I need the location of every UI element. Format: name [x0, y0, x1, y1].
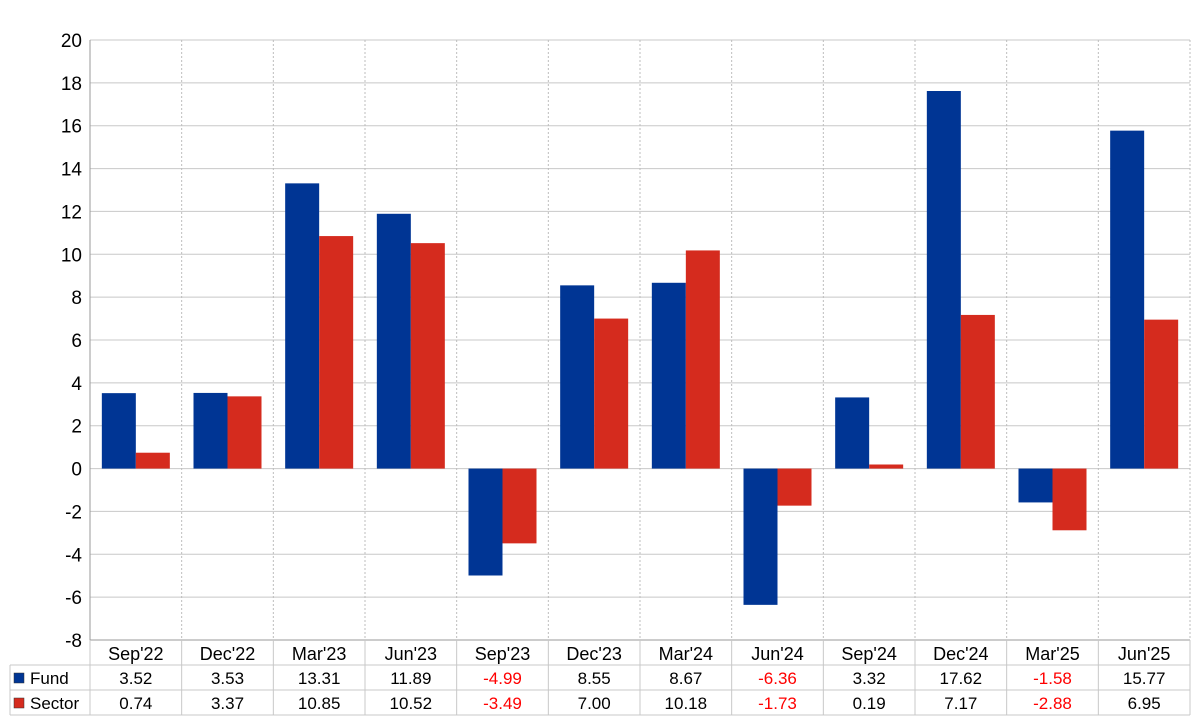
bars	[101, 91, 1179, 605]
data-table: Sep'22 Dec'22 Mar'23 Jun'23 Sep'23 Dec'23 Mar'…	[9, 639, 1191, 716]
data-label-fund: 17.62	[940, 669, 983, 688]
y-tick-label: -2	[65, 502, 82, 523]
y-tick-label: 20	[61, 31, 82, 52]
data-label-sector: 7.17	[944, 694, 977, 713]
x-category-label: Mar'25	[1025, 644, 1079, 664]
y-tick-label: 6	[71, 331, 82, 352]
bar-fund	[743, 468, 778, 605]
data-label-fund: -1.58	[1033, 669, 1072, 688]
x-category-label: Jun'25	[1118, 644, 1170, 664]
bar-fund	[926, 91, 961, 469]
bar-sector	[685, 250, 720, 469]
data-label-fund: 8.67	[669, 669, 702, 688]
data-label-sector: 6.95	[1128, 694, 1161, 713]
data-label-sector: 3.37	[211, 694, 244, 713]
bar-fund	[1018, 468, 1053, 503]
y-tick-label: -4	[65, 545, 82, 566]
bar-sector	[227, 396, 262, 469]
grid	[89, 39, 1191, 641]
y-tick-label: 16	[61, 117, 82, 138]
y-tick-label: 18	[61, 74, 82, 95]
bar-sector	[960, 314, 995, 469]
bar-fund	[835, 397, 870, 469]
x-category-label: Jun'24	[751, 644, 803, 664]
data-label-sector: 10.18	[665, 694, 708, 713]
bar-fund	[560, 285, 595, 469]
bar-sector	[410, 243, 445, 469]
bar-fund	[193, 392, 228, 469]
y-tick-label: 2	[71, 417, 82, 438]
data-label-sector: 0.19	[853, 694, 886, 713]
bar-fund	[285, 183, 320, 469]
x-category-label: Mar'24	[659, 644, 713, 664]
y-tick-label: -6	[65, 588, 82, 609]
data-label-fund: 3.53	[211, 669, 244, 688]
bar-sector	[1052, 468, 1087, 531]
legend-swatch-sector	[13, 697, 25, 709]
bar-fund	[651, 282, 686, 469]
x-category-label: Sep'22	[108, 644, 164, 664]
data-label-fund: -6.36	[758, 669, 797, 688]
data-label-sector: -1.73	[758, 694, 797, 713]
legend-label-sector: Sector	[30, 694, 79, 713]
y-tick-label: 8	[71, 288, 82, 309]
bar-fund	[376, 213, 411, 469]
data-label-sector: 7.00	[578, 694, 611, 713]
legend-swatch-fund	[13, 672, 25, 684]
data-label-sector: -3.49	[483, 694, 522, 713]
data-label-sector: 10.52	[390, 694, 433, 713]
y-axis: -8 -6 -4 -2 0 2 4 6 8 10 12 14 16 18 20	[61, 31, 83, 652]
data-label-fund: 13.31	[298, 669, 341, 688]
data-label-fund: 15.77	[1123, 669, 1166, 688]
x-category-label: Sep'23	[475, 644, 531, 664]
data-label-fund: 11.89	[390, 669, 431, 688]
data-label-fund: 3.52	[119, 669, 152, 688]
bar-sector	[135, 452, 170, 469]
bar-fund	[468, 468, 503, 576]
data-label-fund: -4.99	[483, 669, 522, 688]
y-tick-label: 12	[61, 202, 82, 223]
data-label-fund: 8.55	[578, 669, 611, 688]
x-category-label: Dec'24	[933, 644, 988, 664]
bar-sector	[1144, 319, 1179, 469]
x-category-label: Jun'23	[385, 644, 437, 664]
bar-sector	[319, 236, 354, 469]
bar-sector	[502, 468, 537, 544]
y-tick-label: 10	[61, 245, 82, 266]
data-label-sector: 0.74	[119, 694, 152, 713]
bar-sector	[777, 468, 812, 506]
x-category-label: Sep'24	[841, 644, 897, 664]
y-tick-label: 14	[61, 160, 83, 181]
x-category-label: Dec'23	[566, 644, 621, 664]
y-tick-label: 0	[71, 460, 82, 481]
bar-fund	[1110, 130, 1145, 469]
data-label-sector: -2.88	[1033, 694, 1072, 713]
y-tick-label: 4	[71, 374, 82, 395]
x-category-label: Mar'23	[292, 644, 346, 664]
data-label-fund: 3.32	[853, 669, 886, 688]
x-category-label: Dec'22	[200, 644, 255, 664]
bar-sector	[594, 318, 629, 469]
y-tick-label: -8	[65, 631, 82, 652]
data-label-sector: 10.85	[298, 694, 341, 713]
bar-sector	[869, 464, 904, 469]
legend-label-fund: Fund	[30, 669, 69, 688]
bar-fund	[101, 393, 136, 469]
